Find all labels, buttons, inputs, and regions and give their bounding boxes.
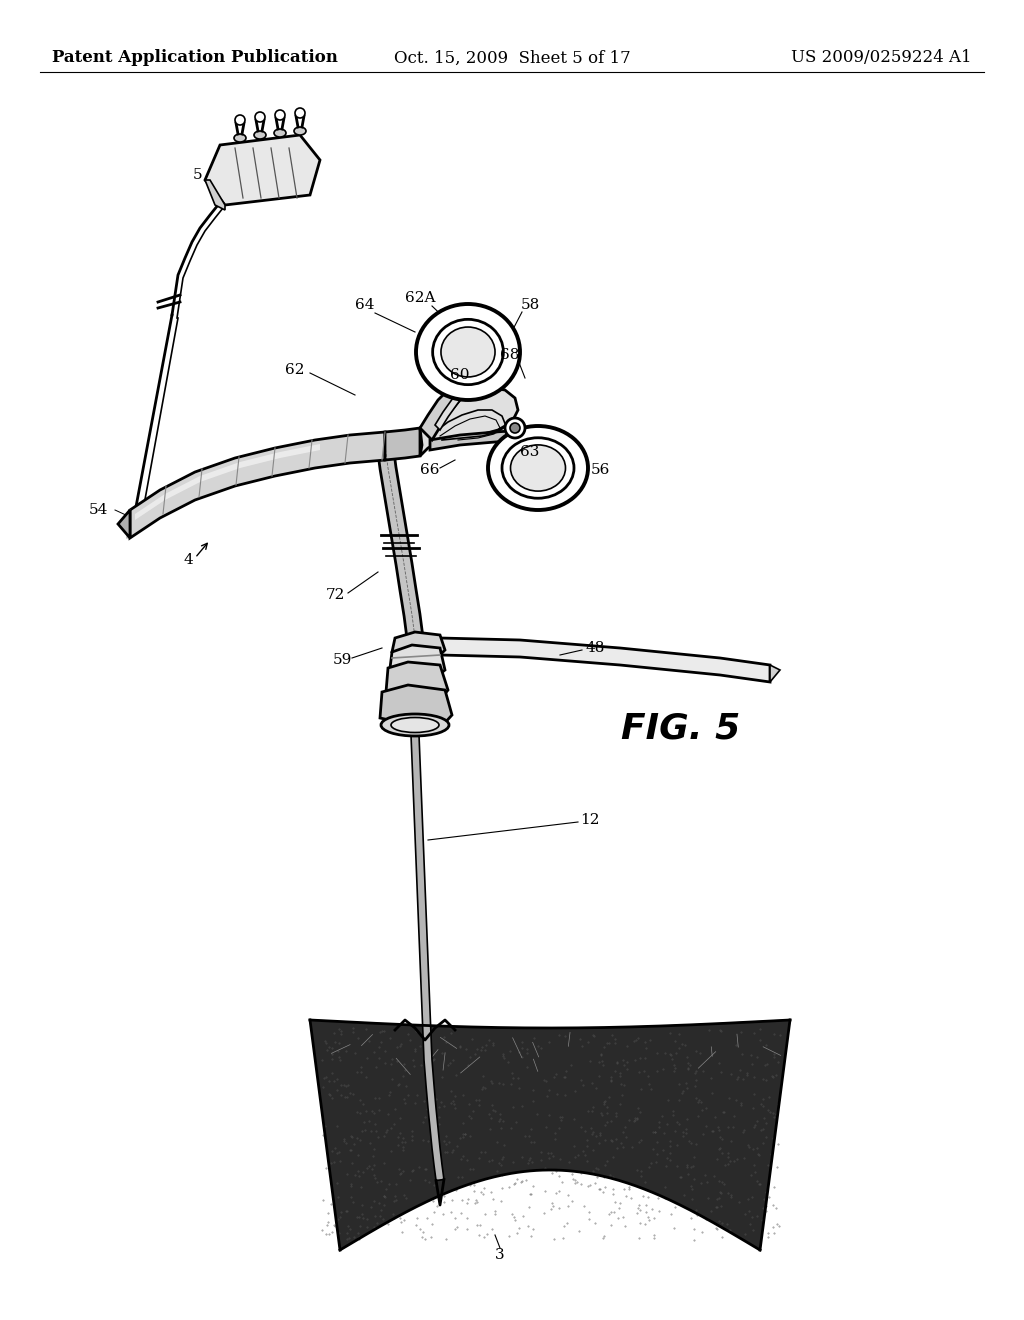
Polygon shape (380, 685, 452, 726)
Text: 58: 58 (520, 298, 540, 312)
Text: 5: 5 (194, 168, 203, 182)
Ellipse shape (502, 438, 574, 498)
Circle shape (510, 422, 520, 433)
Ellipse shape (432, 319, 504, 384)
Text: 62: 62 (286, 363, 305, 378)
Polygon shape (430, 430, 550, 450)
Polygon shape (310, 1020, 790, 1250)
Polygon shape (440, 638, 770, 682)
Ellipse shape (416, 304, 520, 400)
Text: 56: 56 (590, 463, 609, 477)
Ellipse shape (274, 129, 286, 137)
Circle shape (255, 112, 265, 121)
Ellipse shape (441, 327, 495, 378)
Polygon shape (386, 663, 449, 700)
Polygon shape (377, 444, 423, 639)
Polygon shape (135, 444, 319, 520)
Ellipse shape (294, 127, 306, 135)
Text: 54: 54 (89, 503, 108, 517)
Ellipse shape (488, 426, 588, 510)
Circle shape (505, 418, 525, 438)
Circle shape (295, 108, 305, 117)
Polygon shape (205, 180, 225, 210)
Polygon shape (118, 510, 130, 539)
Polygon shape (435, 385, 468, 430)
Ellipse shape (254, 131, 266, 139)
Polygon shape (385, 428, 420, 459)
Circle shape (275, 110, 285, 120)
Polygon shape (390, 645, 445, 678)
Text: 48: 48 (586, 642, 605, 655)
Polygon shape (420, 388, 518, 455)
Text: 72: 72 (326, 587, 345, 602)
Text: 60: 60 (451, 368, 470, 381)
Text: 4: 4 (183, 553, 193, 568)
Ellipse shape (234, 135, 246, 143)
Text: 59: 59 (333, 653, 351, 667)
Ellipse shape (511, 445, 565, 491)
Circle shape (234, 115, 245, 125)
Polygon shape (510, 422, 548, 465)
Text: 63: 63 (520, 445, 540, 459)
Text: FIG. 5: FIG. 5 (622, 711, 740, 746)
Text: 62A: 62A (404, 290, 435, 305)
Text: 12: 12 (581, 813, 600, 828)
Text: Patent Application Publication: Patent Application Publication (52, 49, 338, 66)
Text: Oct. 15, 2009  Sheet 5 of 17: Oct. 15, 2009 Sheet 5 of 17 (393, 49, 631, 66)
Text: 68: 68 (501, 348, 520, 362)
Polygon shape (205, 135, 319, 205)
Text: 66: 66 (420, 463, 439, 477)
Text: 3: 3 (496, 1247, 505, 1262)
Ellipse shape (391, 718, 439, 733)
Text: 64: 64 (355, 298, 375, 312)
Ellipse shape (381, 714, 449, 737)
Polygon shape (392, 632, 445, 660)
Polygon shape (420, 370, 476, 440)
Polygon shape (130, 432, 385, 539)
Polygon shape (770, 665, 780, 682)
Polygon shape (411, 735, 444, 1180)
Text: US 2009/0259224 A1: US 2009/0259224 A1 (792, 49, 972, 66)
